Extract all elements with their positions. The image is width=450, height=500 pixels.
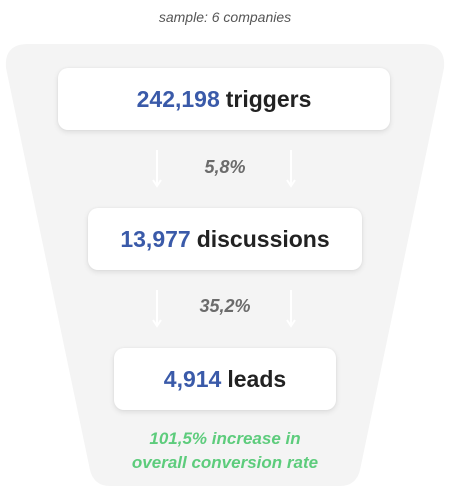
stage-label: leads	[227, 365, 287, 392]
arrow-down-icon	[286, 150, 296, 188]
arrow-down-icon	[152, 150, 162, 188]
stage-card-triggers: 242,198 triggers	[58, 68, 390, 130]
stage-value: 242,198	[136, 85, 220, 112]
arrow-down-icon	[286, 290, 296, 328]
sample-note: sample: 6 companies	[158, 9, 292, 25]
conversion-rate-label: 5,8%	[204, 157, 246, 177]
conversion-note-line: overall conversion rate	[131, 453, 319, 472]
conversion-rate-label: 35,2%	[199, 296, 251, 316]
stage-value: 13,977	[120, 225, 191, 252]
conversion-note-line: 101,5% increase in	[149, 429, 301, 448]
stage-label: triggers	[225, 85, 312, 112]
stage-card-leads: 4,914 leads	[114, 348, 336, 410]
stage-value: 4,914	[163, 365, 222, 392]
arrow-down-icon	[152, 290, 162, 328]
conversion-increase-note: 101,5% increase in overall conversion ra…	[0, 427, 450, 475]
stage-label: discussions	[196, 225, 330, 252]
stage-card-discussions: 13,977 discussions	[88, 208, 362, 270]
